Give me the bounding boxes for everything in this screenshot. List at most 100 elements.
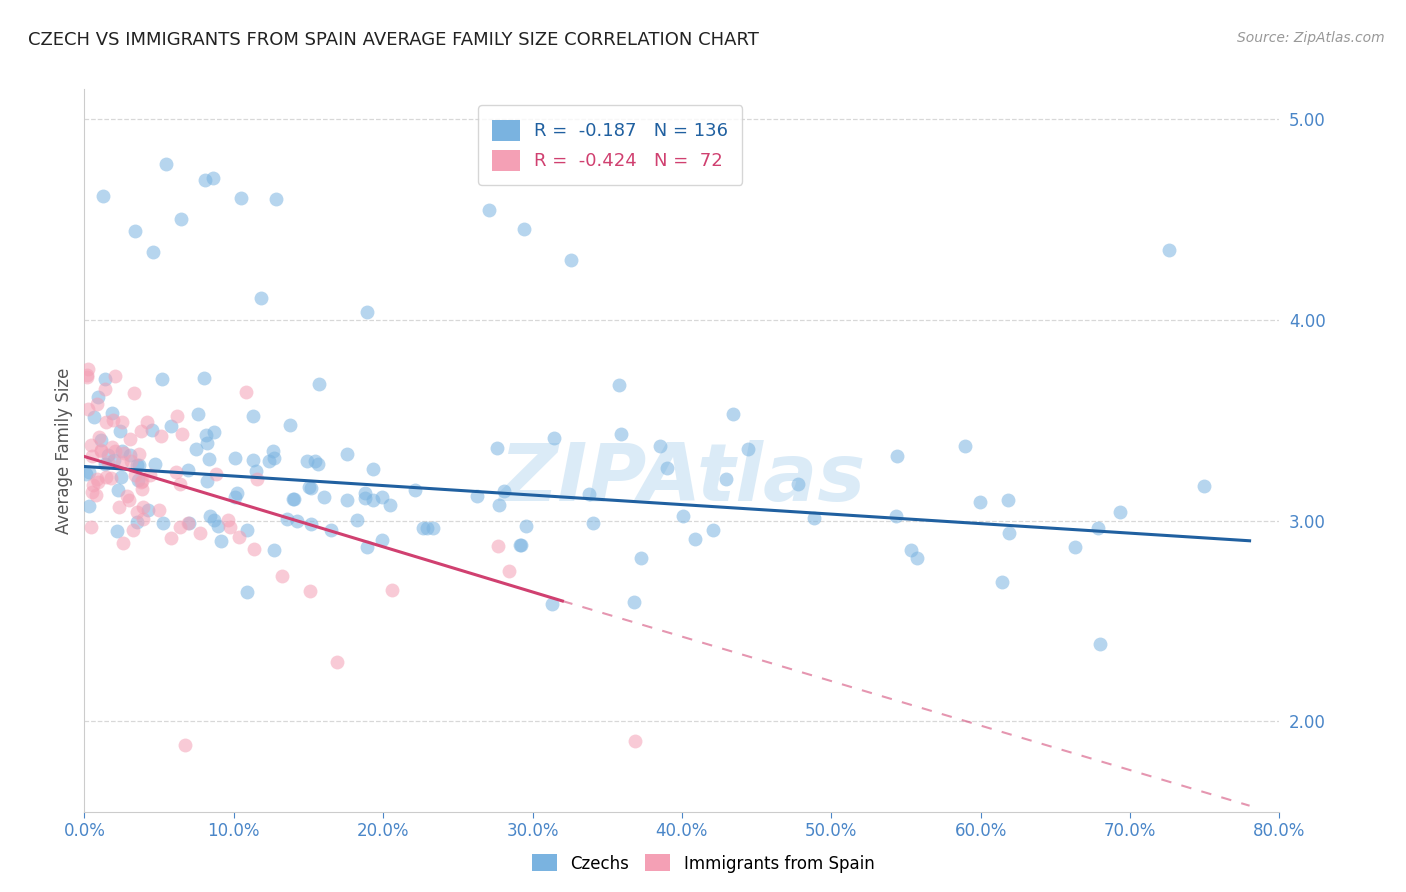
Point <box>186 442 208 456</box>
Point <box>176 516 198 530</box>
Point <box>219 520 242 534</box>
Point <box>198 508 221 523</box>
Point <box>108 424 131 438</box>
Point <box>488 498 510 512</box>
Point <box>1063 540 1085 554</box>
Point <box>356 305 378 319</box>
Point <box>118 493 141 508</box>
Point <box>194 172 217 186</box>
Point <box>129 424 152 438</box>
Point <box>486 441 509 455</box>
Point <box>672 509 695 524</box>
Point <box>242 409 264 423</box>
Point <box>610 426 633 441</box>
Text: Source: ZipAtlas.com: Source: ZipAtlas.com <box>1237 31 1385 45</box>
Point <box>94 383 117 397</box>
Point <box>139 467 162 482</box>
Point <box>110 470 132 484</box>
Text: CZECH VS IMMIGRANTS FROM SPAIN AVERAGE FAMILY SIZE CORRELATION CHART: CZECH VS IMMIGRANTS FROM SPAIN AVERAGE F… <box>28 31 759 49</box>
Point <box>242 453 264 467</box>
Point <box>953 438 976 452</box>
Point <box>467 489 489 503</box>
Point <box>235 384 257 399</box>
Point <box>607 378 630 392</box>
Point <box>193 371 215 385</box>
Point <box>623 734 645 748</box>
Point <box>128 458 150 473</box>
Point <box>250 291 273 305</box>
Point <box>246 472 269 486</box>
Point <box>101 406 124 420</box>
Point <box>477 202 499 217</box>
Point <box>304 454 326 468</box>
Point <box>582 516 605 530</box>
Point <box>905 551 928 566</box>
Point <box>89 429 111 443</box>
Point <box>346 513 368 527</box>
Point <box>702 524 724 538</box>
Point <box>159 531 181 545</box>
Point <box>80 449 103 463</box>
Point <box>412 521 434 535</box>
Point <box>84 488 107 502</box>
Text: ZIPAtlas: ZIPAtlas <box>499 441 865 518</box>
Point <box>381 583 404 598</box>
Point <box>136 502 159 516</box>
Point <box>498 564 520 578</box>
Point <box>169 212 191 227</box>
Point <box>170 426 193 441</box>
Point <box>512 221 534 235</box>
Point <box>177 463 200 477</box>
Point <box>202 171 225 186</box>
Point <box>299 481 322 495</box>
Point <box>321 523 343 537</box>
Point <box>195 436 218 450</box>
Point <box>226 486 249 500</box>
Point <box>111 416 134 430</box>
Point <box>97 448 120 462</box>
Point <box>236 585 259 599</box>
Y-axis label: Average Family Size: Average Family Size <box>55 368 73 533</box>
Point <box>299 516 322 531</box>
Point <box>127 473 149 487</box>
Point <box>131 512 153 526</box>
Point <box>101 440 124 454</box>
Point <box>80 437 103 451</box>
Legend: Czechs, Immigrants from Spain: Czechs, Immigrants from Spain <box>524 847 882 880</box>
Point <box>737 442 759 457</box>
Point <box>148 503 170 517</box>
Point <box>787 476 810 491</box>
Point <box>107 500 129 514</box>
Point <box>104 369 127 384</box>
Point <box>509 538 531 552</box>
Point <box>86 472 108 486</box>
Point <box>283 491 305 506</box>
Point <box>997 493 1019 508</box>
Point <box>169 477 191 491</box>
Point <box>1087 521 1109 535</box>
Point <box>118 432 141 446</box>
Point <box>89 433 111 447</box>
Point <box>486 539 509 553</box>
Point <box>285 514 308 528</box>
Point <box>336 492 359 507</box>
Point <box>125 515 148 529</box>
Point <box>135 415 157 429</box>
Point <box>101 412 124 426</box>
Point <box>991 575 1014 590</box>
Point <box>166 409 188 423</box>
Point <box>97 455 120 469</box>
Point <box>228 530 250 544</box>
Point <box>150 372 173 386</box>
Point <box>94 469 117 483</box>
Point <box>886 449 908 463</box>
Point <box>91 189 114 203</box>
Point <box>353 491 375 505</box>
Point <box>115 489 138 503</box>
Point <box>560 252 582 267</box>
Point <box>131 482 153 496</box>
Point <box>356 540 378 554</box>
Point <box>243 542 266 557</box>
Point <box>82 478 104 492</box>
Point <box>361 462 384 476</box>
